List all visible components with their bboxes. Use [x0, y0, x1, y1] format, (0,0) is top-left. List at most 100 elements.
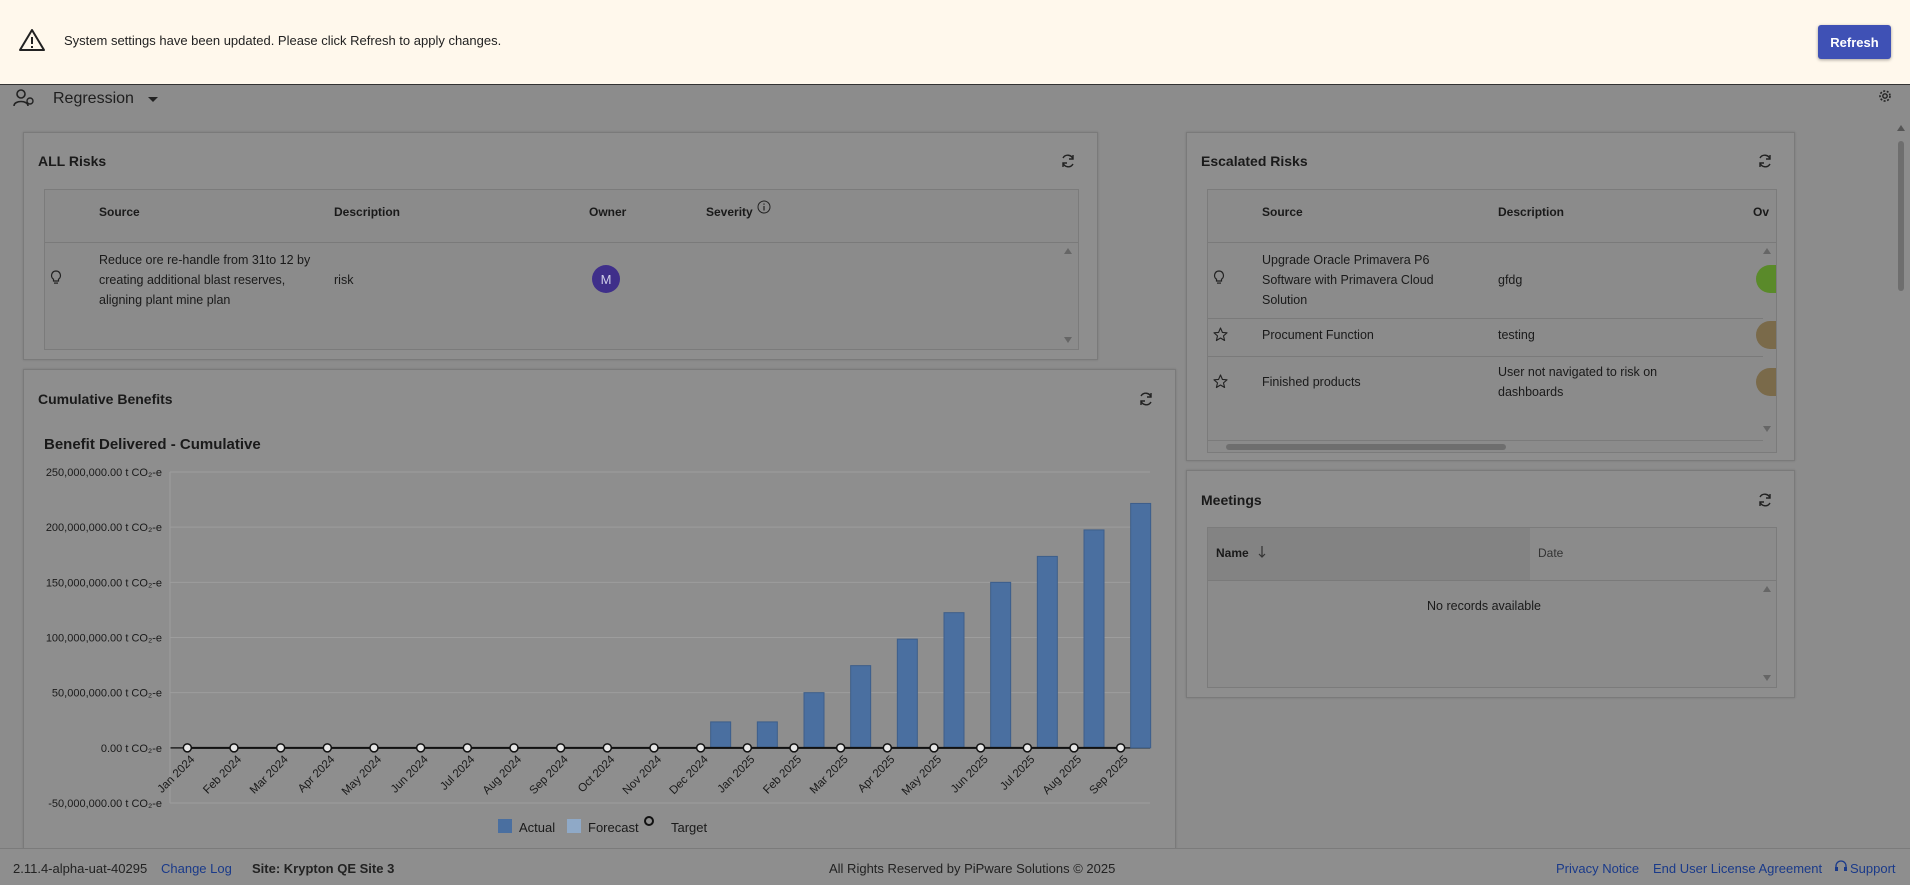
sort-down-icon[interactable] — [1258, 545, 1266, 564]
chart-title: Benefit Delivered - Cumulative — [44, 436, 261, 453]
avatar[interactable] — [1756, 321, 1776, 349]
support-icon[interactable] — [1834, 860, 1848, 877]
notification-banner: System settings have been updated. Pleas… — [0, 0, 1910, 85]
legend-target[interactable]: Target — [671, 820, 708, 835]
target-point[interactable] — [882, 743, 893, 753]
all-risks-grid: Source Description Owner Severity Reduce… — [44, 189, 1079, 350]
user-settings-icon[interactable] — [13, 89, 35, 112]
x-tick-label: Sep 2024 — [527, 753, 571, 797]
x-tick-label: Dec 2024 — [667, 753, 711, 797]
scroll-down-icon[interactable] — [1763, 675, 1771, 681]
x-tick-label: Aug 2025 — [1041, 754, 1084, 797]
target-point[interactable] — [369, 743, 379, 753]
x-tick-label: May 2025 — [900, 754, 944, 798]
scrollbar-thumb[interactable] — [1898, 141, 1904, 291]
column-header-owner[interactable]: Ov — [1753, 205, 1770, 219]
refresh-icon[interactable] — [1757, 492, 1773, 513]
target-point[interactable] — [462, 743, 473, 753]
bar-actual[interactable] — [896, 638, 918, 749]
y-tick-label: 150,000,000.00 t CO₂-e — [46, 577, 162, 589]
scroll-down-icon[interactable] — [1064, 337, 1072, 343]
bar-actual[interactable] — [1036, 555, 1058, 749]
risk-source-line: aligning plant mine plan — [99, 293, 231, 307]
bar-actual[interactable] — [1083, 529, 1105, 749]
column-header-source[interactable]: Source — [99, 205, 140, 219]
target-point[interactable] — [789, 743, 799, 753]
column-header-date[interactable]: Date — [1538, 546, 1564, 560]
bar-actual[interactable] — [990, 581, 1012, 749]
panel-title: Meetings — [1201, 492, 1262, 508]
bar-actual[interactable] — [850, 665, 872, 749]
chevron-down-icon[interactable] — [148, 97, 158, 102]
bar-actual[interactable] — [803, 692, 825, 749]
legend-marker-target — [644, 816, 654, 826]
bar-actual[interactable] — [756, 721, 778, 749]
scroll-down-icon[interactable] — [1763, 426, 1771, 432]
scroll-up-icon[interactable] — [1763, 586, 1771, 592]
privacy-link[interactable]: Privacy Notice — [1556, 861, 1640, 876]
target-point[interactable] — [649, 743, 659, 753]
target-point[interactable] — [835, 743, 846, 753]
panel-title: Cumulative Benefits — [38, 391, 173, 407]
star-icon[interactable] — [1213, 327, 1228, 347]
target-point[interactable] — [1069, 743, 1079, 753]
column-header-source[interactable]: Source — [1262, 205, 1303, 219]
legend-forecast[interactable]: Forecast — [588, 820, 639, 835]
meetings-grid: Name Date No records available — [1207, 527, 1777, 688]
target-point[interactable] — [975, 743, 986, 753]
scrollbar-thumb[interactable] — [1226, 444, 1506, 450]
target-point[interactable] — [509, 743, 519, 753]
legend-swatch-actual — [498, 819, 512, 833]
support-link[interactable]: Support — [1850, 861, 1896, 876]
refresh-button[interactable]: Refresh — [1818, 25, 1891, 59]
horizontal-scrollbar[interactable] — [1208, 440, 1763, 452]
risk-description: User not navigated to risk on — [1498, 365, 1658, 379]
refresh-icon[interactable] — [1060, 153, 1076, 174]
column-header-description[interactable]: Description — [1498, 205, 1565, 219]
column-header-severity[interactable]: Severity — [706, 205, 753, 219]
column-header-name[interactable]: Name — [1216, 546, 1249, 560]
target-point[interactable] — [1115, 743, 1126, 753]
cumulative-benefits-panel: Cumulative Benefits Benefit Delivered - … — [23, 369, 1176, 849]
x-tick-label: Jan 2024 — [156, 753, 198, 795]
target-point[interactable] — [742, 743, 753, 753]
refresh-icon[interactable] — [1757, 153, 1773, 174]
target-point[interactable] — [322, 743, 333, 753]
target-point[interactable] — [555, 743, 566, 753]
bar-actual[interactable] — [943, 612, 965, 749]
target-point[interactable] — [602, 743, 613, 753]
eula-link[interactable]: End User License Agreement — [1653, 861, 1823, 876]
star-icon[interactable] — [1213, 374, 1228, 394]
avatar[interactable] — [1756, 265, 1776, 293]
refresh-icon[interactable] — [1138, 391, 1154, 412]
x-tick-label: Sep 2025 — [1087, 754, 1130, 797]
scroll-up-icon[interactable] — [1763, 248, 1771, 254]
target-point[interactable] — [1022, 743, 1033, 753]
target-point[interactable] — [415, 743, 426, 753]
y-tick-label: -50,000,000.00 t CO₂-e — [48, 798, 162, 810]
column-header-description[interactable]: Description — [334, 205, 401, 219]
avatar[interactable] — [1756, 368, 1776, 396]
target-point[interactable] — [229, 743, 239, 753]
view-selector[interactable]: Regression — [53, 90, 134, 107]
target-point[interactable] — [275, 743, 286, 753]
x-tick-label: Jun 2024 — [389, 753, 431, 795]
x-tick-label: Jan 2025 — [716, 754, 758, 796]
bar-actual[interactable] — [710, 721, 732, 749]
x-tick-label: Oct 2024 — [576, 753, 618, 795]
bar-actual[interactable] — [1130, 502, 1152, 749]
page-scrollbar[interactable] — [1894, 125, 1908, 835]
target-point[interactable] — [182, 743, 193, 753]
changelog-link[interactable]: Change Log — [161, 861, 232, 876]
scroll-up-icon[interactable] — [1064, 248, 1072, 254]
x-tick-label: Feb 2024 — [201, 753, 244, 796]
info-icon[interactable] — [757, 200, 771, 219]
x-tick-label: Nov 2024 — [621, 753, 665, 797]
column-header-owner[interactable]: Owner — [589, 205, 627, 219]
avatar[interactable]: M — [592, 265, 620, 293]
all-risks-panel: ALL Risks Source Description Owner Sever… — [23, 132, 1098, 360]
target-point[interactable] — [929, 743, 939, 753]
legend-actual[interactable]: Actual — [519, 820, 556, 835]
gear-icon[interactable] — [1878, 89, 1892, 108]
target-point[interactable] — [695, 743, 706, 753]
